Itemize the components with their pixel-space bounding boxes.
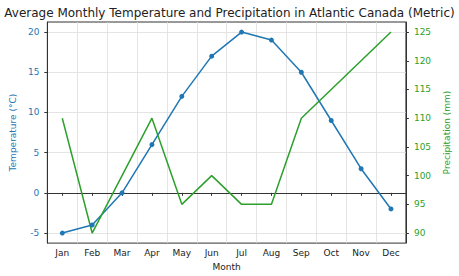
svg-text:Dec: Dec [382,248,399,258]
svg-text:100: 100 [414,171,431,181]
svg-text:Mar: Mar [114,248,131,258]
svg-text:Aug: Aug [263,248,281,258]
svg-text:10: 10 [28,107,40,117]
svg-text:Jun: Jun [204,248,219,258]
svg-text:115: 115 [414,84,431,94]
svg-text:Sep: Sep [293,248,310,258]
svg-text:105: 105 [414,142,431,152]
svg-text:90: 90 [414,228,426,238]
svg-text:20: 20 [28,27,40,37]
svg-text:Average Monthly Temperature an: Average Monthly Temperature and Precipit… [4,6,454,20]
svg-text:Nov: Nov [352,248,370,258]
svg-text:Oct: Oct [323,248,339,258]
svg-text:0: 0 [34,188,40,198]
svg-text:Month: Month [213,262,241,272]
svg-text:May: May [173,248,192,258]
svg-text:Apr: Apr [144,248,160,258]
svg-text:120: 120 [414,56,431,66]
svg-text:Jul: Jul [235,248,247,258]
svg-text:Feb: Feb [84,248,100,258]
svg-text:-5: -5 [30,228,39,238]
svg-text:Jan: Jan [54,248,69,258]
svg-text:15: 15 [28,67,39,77]
svg-text:5: 5 [34,148,40,158]
svg-text:110: 110 [414,113,431,123]
svg-text:Temperature (°C): Temperature (°C) [8,94,18,173]
svg-text:95: 95 [414,199,425,209]
svg-text:125: 125 [414,27,431,37]
svg-text:Precipitation (mm): Precipitation (mm) [442,91,452,175]
